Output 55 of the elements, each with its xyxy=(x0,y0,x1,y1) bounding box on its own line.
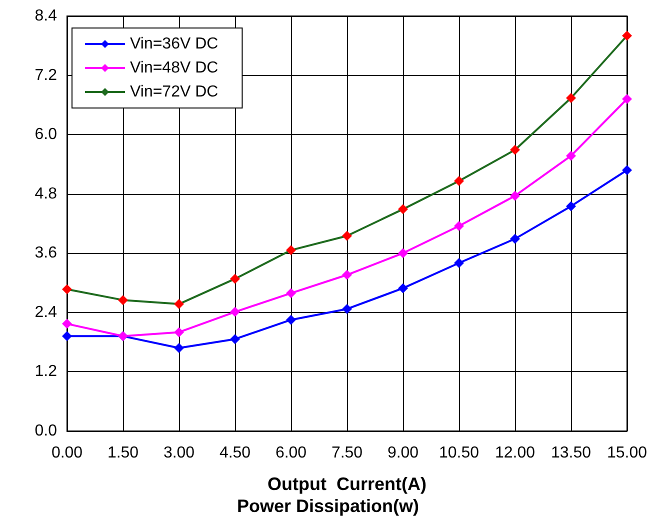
point xyxy=(230,334,240,344)
point xyxy=(454,220,464,231)
x-tick-label: 1.50 xyxy=(107,444,139,462)
point xyxy=(174,299,184,310)
y-tick-label: 7.2 xyxy=(34,66,58,84)
y-tick-label: 6.0 xyxy=(34,126,58,144)
y-tick-label: 8.4 xyxy=(34,8,58,24)
point xyxy=(286,245,296,256)
y-tick-label: 3.6 xyxy=(34,244,58,262)
x-tick-label: 13.50 xyxy=(550,444,592,462)
point xyxy=(398,248,408,258)
point xyxy=(398,204,408,214)
x-tick-label: 3.00 xyxy=(163,444,195,462)
y-tick-label: 2.4 xyxy=(34,304,58,321)
point xyxy=(286,314,296,325)
point xyxy=(118,295,128,306)
point xyxy=(566,93,576,104)
point xyxy=(230,306,240,317)
x-tick-label: 15.00 xyxy=(606,444,648,462)
x-axis-title: Output Current(A) xyxy=(268,474,426,494)
y-tick-label: 4.8 xyxy=(34,185,58,202)
point xyxy=(174,327,184,338)
legend-label: Vin=36V DC xyxy=(130,36,218,52)
x-tick-label: 0.00 xyxy=(51,444,83,462)
point xyxy=(62,318,72,329)
x-tick-label: 9.00 xyxy=(387,444,419,462)
point xyxy=(510,234,520,244)
point xyxy=(510,144,520,155)
x-tick-label: 6.00 xyxy=(275,444,307,462)
point xyxy=(342,304,352,314)
point xyxy=(398,283,408,294)
text: Power Dissipation(w) xyxy=(236,496,420,516)
y-tick-label: 0.0 xyxy=(34,422,58,440)
point xyxy=(454,258,464,268)
point xyxy=(342,270,352,280)
point xyxy=(62,284,72,294)
x-tick-label: 4.50 xyxy=(219,444,251,462)
point xyxy=(622,165,632,176)
point xyxy=(230,274,240,284)
x-tick-label: 12.00 xyxy=(494,444,536,462)
point xyxy=(286,288,296,298)
point xyxy=(566,201,576,212)
point xyxy=(174,343,184,353)
x-tick-label: 10.50 xyxy=(438,444,480,462)
point xyxy=(566,150,576,161)
x-tick-label: 7.50 xyxy=(331,444,363,462)
legend-label: Vin=48V DC xyxy=(130,60,218,76)
point xyxy=(454,176,464,186)
legend-label: Vin=72V DC xyxy=(130,84,218,100)
point xyxy=(622,30,632,41)
point xyxy=(342,230,352,241)
point xyxy=(622,94,632,104)
point xyxy=(62,331,72,342)
point xyxy=(510,190,520,201)
y-tick-label: 1.2 xyxy=(34,363,58,380)
